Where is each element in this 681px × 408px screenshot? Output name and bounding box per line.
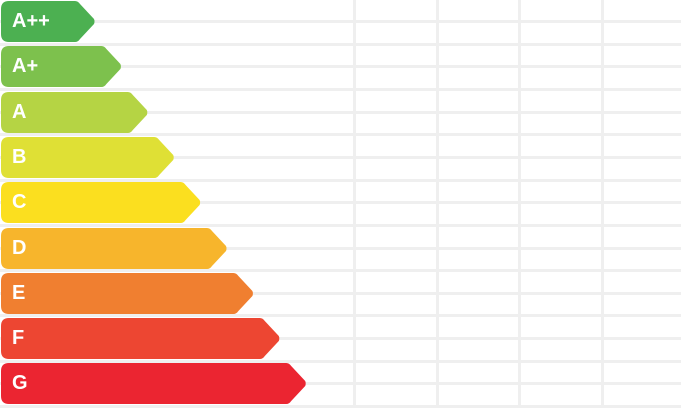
rating-label: A++: [12, 10, 50, 32]
rating-bar-g: G: [1, 363, 306, 405]
grid-line-vertical: [601, 0, 604, 408]
grid-line-horizontal: [0, 42, 681, 46]
rating-bar-f: F: [1, 318, 280, 360]
grid-line-vertical: [353, 0, 356, 408]
rating-label: G: [12, 372, 28, 395]
rating-label: C: [12, 191, 27, 214]
rating-label: E: [12, 281, 26, 304]
grid-line-horizontal: [0, 359, 681, 363]
rating-bar-a: A: [1, 91, 148, 133]
grid-line-vertical: [436, 0, 439, 408]
rating-label: F: [12, 327, 25, 350]
grid-line-horizontal: [0, 382, 681, 386]
grid-line-horizontal: [0, 405, 681, 408]
grid-line-horizontal: [0, 291, 681, 295]
grid-line-horizontal: [0, 155, 681, 159]
grid-line-horizontal: [0, 223, 681, 227]
grid-line-horizontal: [0, 314, 681, 318]
grid-line-horizontal: [0, 178, 681, 182]
rating-label: B: [12, 145, 27, 168]
grid-line-horizontal: [0, 201, 681, 205]
grid-line-vertical: [518, 0, 521, 408]
rating-bar-aplusplus: A++: [1, 1, 95, 42]
grid-line-horizontal: [0, 65, 681, 69]
grid-line-horizontal: [0, 110, 681, 114]
rating-label: A+: [12, 55, 39, 78]
grid-line-horizontal: [0, 133, 681, 137]
grid-line-horizontal: [0, 337, 681, 341]
rating-bar-b: B: [1, 136, 174, 178]
grid-line-horizontal: [0, 87, 681, 91]
rating-bar-c: C: [1, 182, 201, 224]
grid-line-horizontal: [0, 246, 681, 250]
rating-bar-e: E: [1, 272, 253, 314]
rating-bar-aplus: A+: [1, 46, 121, 88]
grid-line-horizontal: [0, 269, 681, 273]
rating-label: A: [12, 100, 27, 123]
grid-line-horizontal: [0, 20, 681, 23]
rating-label: D: [12, 236, 27, 259]
rating-bar-d: D: [1, 227, 227, 269]
